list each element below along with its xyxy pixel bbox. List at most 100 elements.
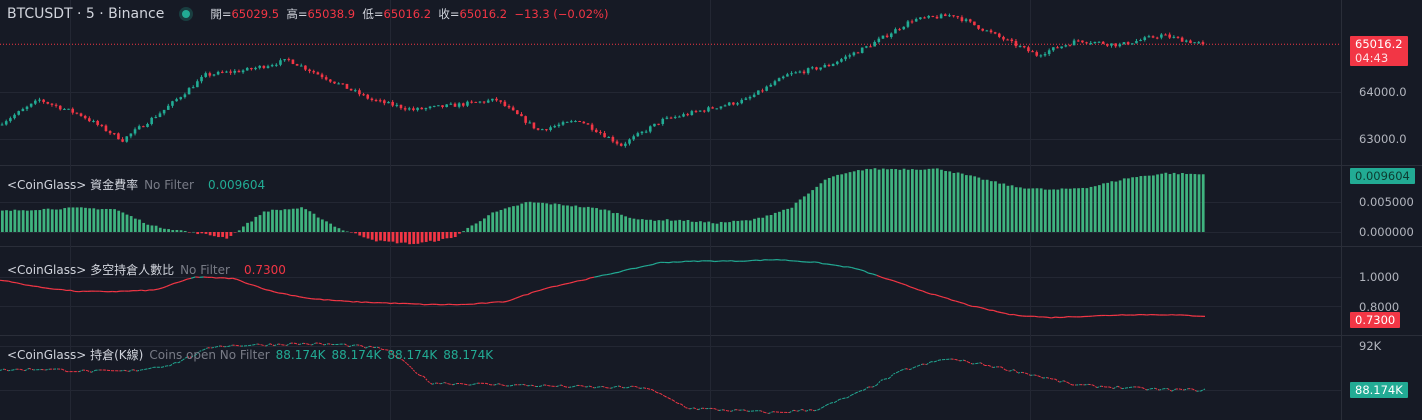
candle-body (1189, 40, 1192, 43)
funding-bar (478, 221, 482, 232)
candle-body (761, 90, 764, 92)
symbol-title[interactable]: BTCUSDT · 5 · Binance (7, 6, 165, 22)
ratio-filter: No Filter (180, 262, 230, 277)
oi-line (0, 342, 1206, 414)
candle-body (570, 121, 573, 123)
ratio-segment (693, 260, 699, 263)
funding-bar (1014, 187, 1018, 232)
candle-body (511, 107, 515, 111)
funding-bar (1027, 188, 1031, 232)
ratio-segment (419, 303, 424, 306)
candle-body (29, 103, 33, 107)
candle-body (765, 86, 768, 91)
ratio-segment (656, 261, 661, 264)
oi-segment (1113, 385, 1118, 389)
funding-bar (55, 209, 58, 232)
funding-legend[interactable]: <CoinGlass> 資金費率 No Filter 0.009604 (7, 176, 265, 193)
oi-segment (440, 382, 445, 385)
candle-body (370, 98, 374, 101)
funding-bar (1035, 188, 1039, 232)
funding-bar (640, 219, 644, 232)
ratio-segment (835, 264, 840, 267)
funding-bar (545, 203, 549, 232)
oi-segment (1200, 388, 1206, 392)
funding-bar (88, 208, 92, 232)
candle-body (341, 83, 345, 85)
oi-segment (328, 343, 333, 346)
candle-body (1072, 40, 1076, 46)
oi-segment (390, 350, 396, 357)
oi-segment (1046, 377, 1052, 380)
ratio-segment (747, 259, 753, 262)
funding-bar (748, 220, 752, 232)
candle-body (594, 129, 598, 133)
candle-body (711, 107, 714, 109)
funding-bar (1110, 181, 1114, 232)
ratio-segment (182, 278, 188, 282)
oi-legend[interactable]: <CoinGlass> 持倉(K線) Coins open No Filter … (7, 346, 493, 363)
ratio-legend[interactable]: <CoinGlass> 多空持倉人數比 No Filter 0.7300 (7, 261, 286, 278)
funding-bar (296, 208, 299, 232)
ratio-segment (232, 277, 237, 280)
oi-segment (83, 369, 88, 372)
funding-bar (807, 193, 810, 232)
candle-body (653, 123, 656, 127)
candle-body (973, 21, 976, 26)
funding-bar (653, 220, 657, 232)
candle-body (241, 70, 245, 73)
ratio-segment (357, 300, 362, 304)
oi-segment (1101, 385, 1106, 388)
candle-body (196, 81, 199, 88)
candle-body (495, 98, 498, 101)
candle-body (661, 118, 665, 124)
candle-body (1039, 55, 1043, 57)
ratio-segment (639, 265, 645, 268)
funding-bar (341, 230, 345, 232)
candle-body (412, 108, 415, 111)
funding-bar (719, 221, 723, 232)
funding-bar (557, 204, 561, 232)
funding-bar (79, 207, 83, 232)
funding-bar (836, 174, 839, 232)
funding-bar (1168, 174, 1172, 232)
candle-body (644, 131, 648, 133)
oi-segment (419, 374, 424, 377)
candle-body (960, 17, 964, 21)
ratio-segment (938, 295, 944, 298)
candle-body (478, 101, 482, 103)
oi-segment (830, 401, 836, 404)
ratio-segment (1047, 316, 1052, 319)
candle-body (989, 30, 993, 33)
ratio-segment (307, 297, 312, 300)
oi-segment (303, 342, 308, 345)
oi-segment (211, 346, 217, 349)
funding-bar (370, 232, 374, 240)
candle-body (715, 108, 719, 110)
candle-body (998, 33, 1001, 37)
funding-bar (794, 202, 798, 232)
oi-segment (643, 387, 649, 390)
oi-segment (236, 344, 242, 347)
funding-bar (291, 208, 295, 232)
ratio-segment (918, 289, 923, 292)
ratio-segment (515, 296, 520, 300)
candle-body (491, 98, 494, 101)
funding-bar (59, 209, 62, 232)
candle-body (337, 83, 340, 85)
funding-bar (915, 169, 918, 232)
funding-bar (158, 227, 162, 232)
ratio-segment (190, 276, 196, 279)
candle-body (532, 122, 536, 129)
candle-body (279, 60, 282, 65)
oi-segment (510, 384, 516, 387)
oi-segment (427, 380, 433, 385)
candle-body (673, 116, 677, 118)
candle-body (811, 67, 814, 69)
candle-body (698, 110, 702, 112)
oi-segment (523, 383, 528, 387)
funding-bar (782, 209, 785, 232)
candle-body (166, 105, 170, 110)
funding-bar (142, 222, 146, 232)
candle-body (1027, 47, 1030, 52)
